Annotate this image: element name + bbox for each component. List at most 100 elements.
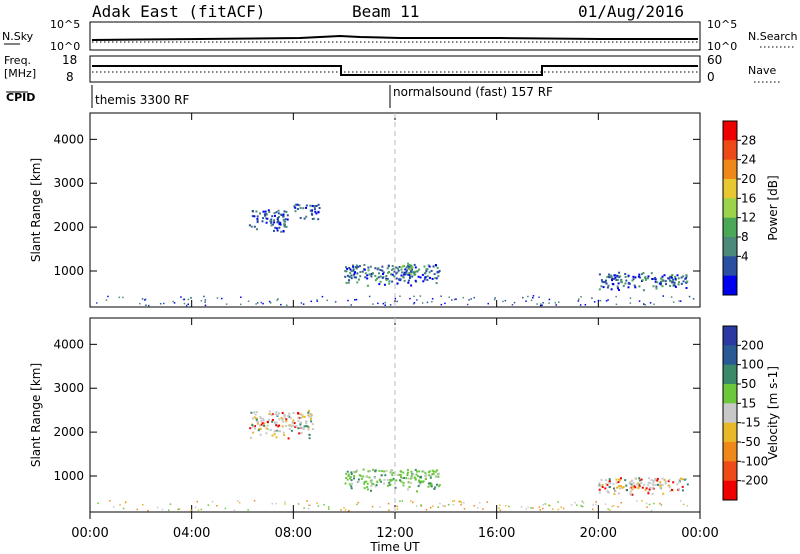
data-pixel — [613, 487, 615, 490]
data-pixel — [624, 282, 627, 285]
data-pixel — [642, 289, 645, 292]
data-pixel — [262, 417, 265, 420]
ground-scatter-pixel — [177, 508, 179, 511]
ground-scatter-pixel — [420, 504, 422, 506]
y-tick-label: 4000 — [53, 132, 84, 146]
data-pixel — [409, 275, 412, 278]
data-pixel — [351, 482, 353, 485]
data-pixel — [607, 284, 610, 287]
data-pixel — [261, 422, 264, 425]
colorbars: 28 24 20 16 12 8 4 Power [dB] 200 100 50 15 -15 -50 -1… — [722, 120, 780, 501]
data-pixel — [424, 472, 427, 475]
data-pixel — [273, 229, 275, 232]
data-pixel — [413, 476, 416, 479]
data-pixel — [388, 280, 391, 283]
data-pixel — [285, 225, 288, 228]
ground-scatter-pixel — [316, 299, 318, 301]
ground-scatter-pixel — [300, 302, 303, 304]
colorbar-label: Velocity [m s-1] — [766, 366, 780, 460]
data-pixel — [362, 475, 365, 478]
ground-scatter-pixel — [444, 302, 446, 305]
y-tick-label: 3000 — [53, 381, 84, 395]
ground-scatter-pixel — [548, 302, 550, 304]
data-pixel — [357, 265, 360, 268]
data-pixel — [378, 469, 381, 472]
data-pixel — [671, 274, 674, 277]
ground-scatter-pixel — [237, 500, 239, 502]
ground-scatter-pixel — [190, 296, 192, 299]
data-pixel — [616, 274, 619, 277]
data-pixel — [251, 424, 254, 427]
ground-scatter-pixel — [672, 301, 675, 303]
data-pixel — [618, 485, 621, 488]
data-pixel — [303, 415, 306, 418]
data-pixel — [265, 217, 268, 220]
ground-scatter-pixel — [269, 302, 272, 304]
ground-scatter-pixel — [643, 303, 645, 305]
data-pixel — [615, 478, 618, 481]
data-pixel — [349, 275, 352, 278]
data-pixel — [659, 481, 662, 484]
data-pixel — [309, 412, 312, 415]
ground-scatter-pixel — [145, 304, 147, 306]
data-pixel — [632, 278, 635, 281]
ground-scatter-pixel — [303, 507, 305, 509]
data-pixel — [433, 273, 436, 276]
data-pixel — [282, 230, 285, 233]
data-pixel — [408, 486, 411, 488]
data-pixel — [292, 412, 295, 414]
data-pixel — [266, 424, 269, 427]
data-pixel — [608, 486, 611, 488]
data-pixel — [640, 482, 643, 484]
data-pixel — [305, 420, 308, 423]
ground-scatter-pixel — [595, 503, 597, 506]
ground-scatter-pixel — [487, 302, 489, 305]
data-pixel — [679, 477, 682, 480]
data-pixel — [350, 487, 353, 490]
data-pixel — [651, 483, 654, 486]
data-pixel — [269, 429, 272, 431]
data-pixel — [317, 211, 320, 214]
ground-scatter-pixel — [275, 502, 277, 505]
data-pixel — [277, 212, 280, 215]
data-pixel — [417, 485, 420, 488]
data-pixel — [417, 275, 420, 278]
ground-scatter-pixel — [544, 503, 547, 505]
ground-scatter-pixel — [384, 301, 386, 304]
data-pixel — [386, 478, 389, 481]
ground-scatter-pixel — [396, 300, 398, 303]
data-pixel — [674, 275, 676, 278]
data-pixel — [392, 471, 395, 474]
x-tick-label: 08:00 — [275, 526, 312, 541]
data-pixel — [616, 486, 619, 489]
data-pixel — [652, 277, 655, 280]
data-pixel — [370, 481, 373, 484]
ground-scatter-pixel — [452, 500, 454, 502]
data-pixel — [605, 279, 607, 282]
data-pixel — [282, 420, 285, 423]
ground-scatter-pixel — [348, 510, 350, 512]
data-pixel — [638, 285, 641, 288]
ground-scatter-pixel — [280, 303, 282, 306]
ground-scatter-pixel — [238, 501, 241, 504]
data-pixel — [598, 273, 601, 276]
data-pixel — [371, 272, 374, 275]
ground-scatter-pixel — [276, 299, 278, 301]
data-pixel — [408, 264, 411, 267]
data-pixel — [287, 437, 290, 440]
data-pixel — [344, 270, 347, 273]
data-pixel — [345, 472, 348, 475]
data-pixel — [669, 284, 672, 287]
data-pixel — [401, 271, 403, 274]
ground-scatter-pixel — [97, 502, 99, 504]
data-pixel — [647, 484, 650, 487]
ground-scatter-pixel — [499, 504, 501, 506]
data-pixel — [659, 485, 662, 488]
data-pixel — [355, 276, 358, 279]
data-pixel — [620, 485, 622, 488]
ground-scatter-pixel — [595, 501, 597, 503]
ground-scatter-pixel — [371, 505, 374, 508]
ground-scatter-pixel — [460, 503, 462, 506]
data-pixel — [285, 420, 288, 423]
data-pixel — [357, 478, 360, 481]
